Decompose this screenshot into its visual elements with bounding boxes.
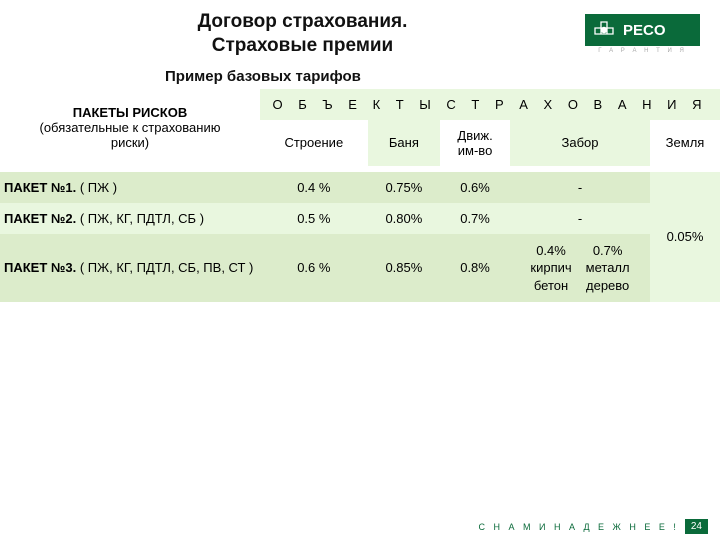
- pkg-name-3: ПАКЕТ №3. ( ПЖ, КГ, ПДТЛ, СБ, ПВ, СТ ): [0, 234, 260, 303]
- footer-tagline: С Н А М И Н А Д Е Ж Н Е Е !: [478, 522, 678, 532]
- col-bath: Баня: [368, 120, 440, 166]
- pkg2-v2: 0.80%: [368, 203, 440, 234]
- pkg2-norm: ( ПЖ, КГ, ПДТЛ, СБ ): [76, 211, 204, 226]
- fence-right-top: 0.7%: [586, 242, 630, 260]
- fence-left-bot: бетон: [530, 277, 571, 295]
- tariff-table: ПАКЕТЫ РИСКОВ (обязательные к страховани…: [0, 89, 720, 303]
- pkg1-norm: ( ПЖ ): [76, 180, 117, 195]
- pkg2-bold: ПАКЕТ №2.: [4, 211, 76, 226]
- pkg3-norm: ( ПЖ, КГ, ПДТЛ, СБ, ПВ, СТ ): [76, 260, 253, 275]
- col-movable: Движ. им-во: [440, 120, 510, 166]
- header: Договор страхования. Страховые премии PE…: [0, 0, 720, 62]
- pkg3-v3: 0.8%: [440, 234, 510, 303]
- pkg3-bold: ПАКЕТ №3.: [4, 260, 76, 275]
- land-value-cell: 0.05%: [650, 172, 720, 303]
- col-fence: Забор: [510, 120, 650, 166]
- pkg3-fence: 0.4% кирпич бетон 0.7% металл дерево: [510, 234, 650, 303]
- pkg-name-2: ПАКЕТ №2. ( ПЖ, КГ, ПДТЛ, СБ ): [0, 203, 260, 234]
- title-group: Договор страхования. Страховые премии: [20, 10, 585, 58]
- fence-left-top: 0.4%: [530, 242, 571, 260]
- subtitle: Пример базовых тарифов: [0, 62, 720, 89]
- col-land: Земля: [650, 120, 720, 166]
- pkg1-v1: 0.4 %: [260, 172, 368, 203]
- fence-right-mid: металл: [586, 259, 630, 277]
- page-number: 24: [685, 519, 708, 534]
- pkg1-bold: ПАКЕТ №1.: [4, 180, 76, 195]
- logo-icon: PECO: [593, 18, 693, 42]
- pkg2-v4: -: [510, 203, 650, 234]
- logo-box: PECO: [585, 14, 700, 46]
- table-row: ПАКЕТ №2. ( ПЖ, КГ, ПДТЛ, СБ ) 0.5 % 0.8…: [0, 203, 720, 234]
- pkg3-v1: 0.6 %: [260, 234, 368, 303]
- table-row: ПАКЕТ №3. ( ПЖ, КГ, ПДТЛ, СБ, ПВ, СТ ) 0…: [0, 234, 720, 303]
- packages-header-line2: риски): [4, 135, 256, 150]
- pkg2-v3: 0.7%: [440, 203, 510, 234]
- fence-left-mid: кирпич: [530, 259, 571, 277]
- col-movable-l1: Движ.: [457, 128, 492, 143]
- title-line-1: Договор страхования.: [20, 10, 585, 34]
- logo-subtext: Г А Р А Н Т И Я: [585, 48, 700, 54]
- logo-text: PECO: [623, 22, 666, 39]
- pkg1-v3: 0.6%: [440, 172, 510, 203]
- col-building: Строение: [260, 120, 368, 166]
- logo-container: PECO Г А Р А Н Т И Я: [585, 10, 700, 54]
- header-row-1: ПАКЕТЫ РИСКОВ (обязательные к страховани…: [0, 89, 720, 120]
- footer: С Н А М И Н А Д Е Ж Н Е Е ! 24: [478, 519, 708, 534]
- pkg2-v1: 0.5 %: [260, 203, 368, 234]
- pkg-name-1: ПАКЕТ №1. ( ПЖ ): [0, 172, 260, 203]
- table-row: ПАКЕТ №1. ( ПЖ ) 0.4 % 0.75% 0.6% - 0.05…: [0, 172, 720, 203]
- packages-header-bold: ПАКЕТЫ РИСКОВ: [4, 105, 256, 120]
- pkg1-v4: -: [510, 172, 650, 203]
- title-line-2: Страховые премии: [20, 34, 585, 58]
- pkg1-v2: 0.75%: [368, 172, 440, 203]
- pkg3-v2: 0.85%: [368, 234, 440, 303]
- col-movable-l2: им-во: [458, 143, 493, 158]
- fence-right-bot: дерево: [586, 277, 630, 295]
- packages-header-line1: (обязательные к страхованию: [4, 120, 256, 135]
- packages-header: ПАКЕТЫ РИСКОВ (обязательные к страховани…: [0, 89, 260, 166]
- objects-header: О Б Ъ Е К Т Ы С Т Р А Х О В А Н И Я: [260, 89, 720, 120]
